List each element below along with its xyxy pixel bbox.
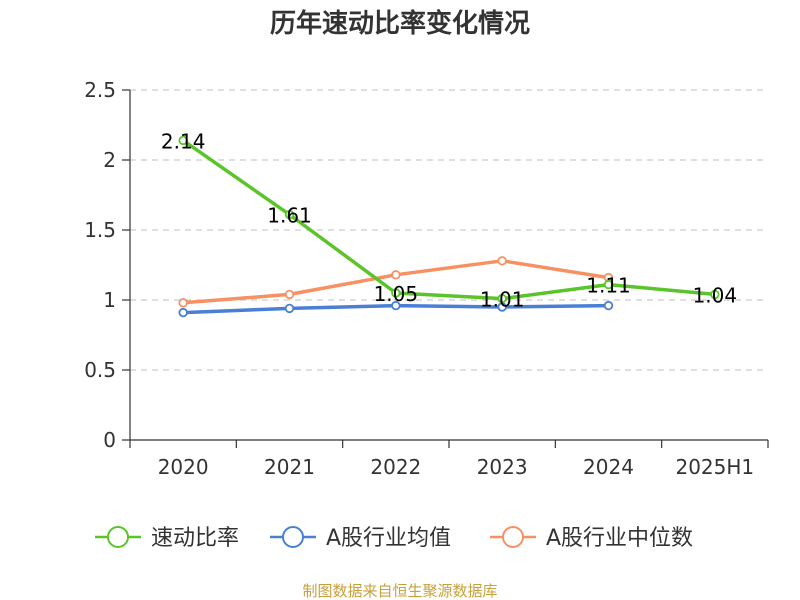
data-point[interactable] (391, 300, 401, 311)
data-label: 1.61 (267, 204, 312, 228)
series-1 (178, 135, 720, 304)
source-credit: 制图数据来自恒生聚源数据库 (302, 582, 497, 600)
data-point[interactable] (710, 289, 720, 300)
series-group (178, 135, 720, 318)
y-axis-ticks: 0 0.5 1 1.5 2 2.5 (84, 78, 130, 452)
data-label: 1.01 (480, 288, 525, 312)
series-line (182, 138, 715, 301)
data-point[interactable] (603, 300, 614, 311)
legend-marker (282, 526, 304, 548)
data-point[interactable] (497, 293, 507, 304)
series-2 (178, 300, 614, 318)
data-point[interactable] (603, 279, 614, 290)
data-label: 1.11 (586, 274, 631, 298)
y-tick-label: 2 (103, 148, 116, 172)
x-tick-label: 2025H1 (675, 455, 754, 479)
axes (129, 90, 768, 441)
y-tick-label: 0 (103, 428, 116, 452)
series-3 (178, 256, 614, 308)
data-point[interactable] (284, 303, 295, 314)
y-tick-label: 1.5 (84, 218, 116, 242)
data-point[interactable] (178, 307, 188, 318)
y-tick-label: 0.5 (84, 358, 116, 382)
legend-item[interactable]: A股行业均值 (270, 526, 451, 551)
data-point[interactable] (391, 288, 401, 298)
data-label: 1.04 (693, 283, 738, 307)
legend-marker (502, 526, 524, 548)
data-label: 2.14 (161, 129, 206, 153)
data-point[interactable] (391, 270, 401, 280)
legend-marker (107, 526, 129, 548)
legend-item[interactable]: 速动比率 (95, 526, 239, 551)
legend-label: A股行业中位数 (546, 526, 693, 551)
data-labels: 2.14 1.61 1.05 1.01 1.11 1.04 (161, 129, 737, 311)
data-point[interactable] (284, 209, 295, 220)
x-tick-label: 2023 (477, 455, 528, 479)
legend-label: 速动比率 (151, 526, 239, 551)
x-tick-label: 2021 (264, 455, 315, 479)
chart-title: 历年速动比率变化情况 (270, 8, 530, 39)
gridlines (130, 89, 768, 371)
x-tick-label: 2024 (583, 455, 634, 479)
legend-label: A股行业均值 (326, 526, 451, 551)
data-point[interactable] (497, 256, 507, 266)
data-point[interactable] (178, 135, 188, 146)
legend[interactable]: 速动比率 A股行业均值 A股行业中位数 (95, 526, 693, 551)
data-label: 1.05 (374, 282, 419, 306)
x-tick-label: 2020 (158, 455, 209, 479)
legend-item[interactable]: A股行业中位数 (490, 526, 693, 551)
y-tick-label: 1 (103, 288, 116, 312)
x-tick-label: 2022 (370, 455, 421, 479)
data-point[interactable] (284, 289, 295, 300)
x-axis-ticks: 2020 2021 2022 2023 2024 2025H1 (129, 440, 769, 479)
y-tick-label: 2.5 (84, 78, 116, 102)
data-point[interactable] (178, 298, 188, 308)
